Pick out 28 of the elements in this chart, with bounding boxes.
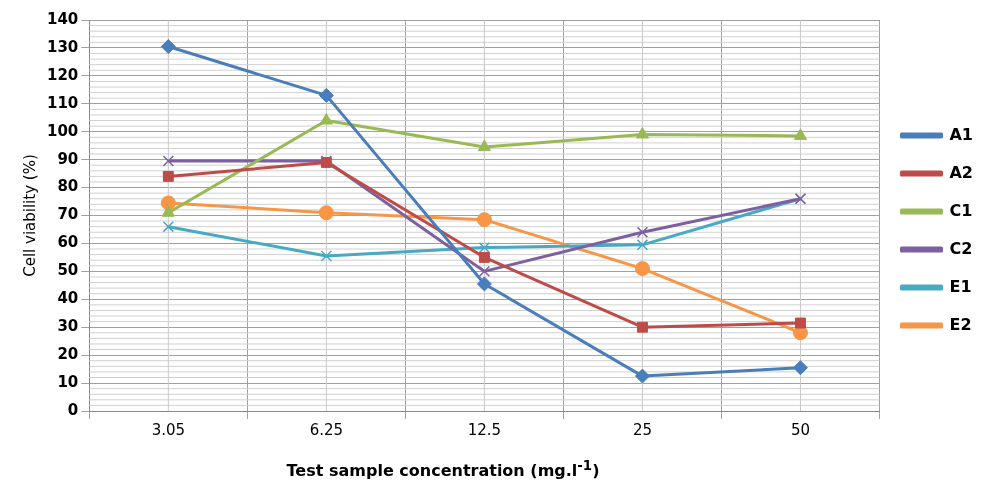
y-tick-label: 60 <box>57 233 79 252</box>
x-tick-label: 12.5 <box>467 420 502 439</box>
x-tick-label: 50 <box>790 420 811 439</box>
y-tick-label: 40 <box>57 289 79 308</box>
x-tick-label: 3.05 <box>151 420 186 439</box>
y-tick-label: 10 <box>57 372 79 391</box>
x-tick-label: 25 <box>632 420 652 439</box>
y-tick-label: 140 <box>47 9 79 28</box>
y-tick-label: 110 <box>47 93 79 112</box>
x-axis-title: Test sample concentration (mg.l$^{-1}$) <box>285 458 601 481</box>
y-tick-label: 80 <box>57 177 79 196</box>
y-tick-label: 50 <box>57 261 79 280</box>
y-tick-label: 100 <box>47 121 79 140</box>
y-tick-label: 70 <box>57 205 79 224</box>
legend-label: A2 <box>949 162 973 182</box>
x-tick-label: 6.25 <box>309 420 344 439</box>
legend-label: E1 <box>949 276 972 296</box>
legend-label: E2 <box>949 314 972 334</box>
y-tick-label: 90 <box>57 149 79 168</box>
y-tick-label: 0 <box>67 400 79 419</box>
y-tick-label: 130 <box>47 37 79 56</box>
y-tick-label: 120 <box>47 65 79 84</box>
y-tick-label: 30 <box>57 317 79 336</box>
legend-label: A1 <box>949 124 973 144</box>
y-axis-title: Cell viability (%) <box>20 154 39 277</box>
legend-label: C1 <box>949 200 973 220</box>
y-tick-label: 20 <box>57 345 79 364</box>
legend-label: C2 <box>949 238 973 258</box>
